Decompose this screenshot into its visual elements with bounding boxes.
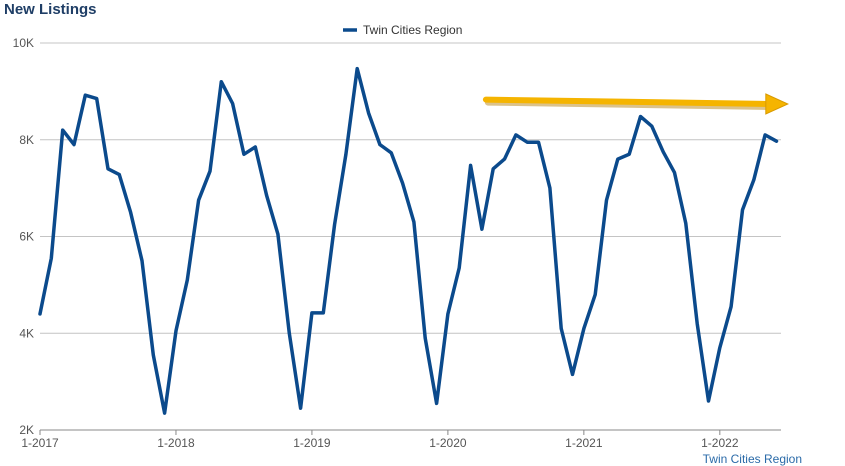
series-line-0 [38,66,779,415]
y-tick-label: 10K [13,36,34,50]
legend: Twin Cities Region [343,23,462,37]
chart-title: New Listings [4,1,97,18]
annotation-layer [482,93,790,115]
y-tick-label: 4K [19,326,34,340]
x-tick-label: 1-2018 [157,436,195,450]
x-tick-label: 1-2021 [565,436,603,450]
y-tick-label: 6K [19,230,34,244]
source-label: Twin Cities Region [702,452,802,466]
y-tick-label: 8K [19,133,34,147]
x-axis-ticks: 1-2017 1-2018 1-2019 1-2020 1-2021 1-2022 [21,430,739,450]
arrow-shaft [482,96,771,107]
x-tick-label: 1-2017 [21,436,59,450]
arrow-head [765,93,790,115]
legend-label: Twin Cities Region [363,23,462,37]
y-tick-label: 2K [19,423,34,437]
x-tick-label: 1-2019 [293,436,331,450]
series-layer [38,66,779,415]
y-axis-ticks: 2K 4K 6K 8K 10K [13,36,34,437]
x-tick-label: 1-2020 [429,436,467,450]
x-tick-label: 1-2022 [701,436,739,450]
